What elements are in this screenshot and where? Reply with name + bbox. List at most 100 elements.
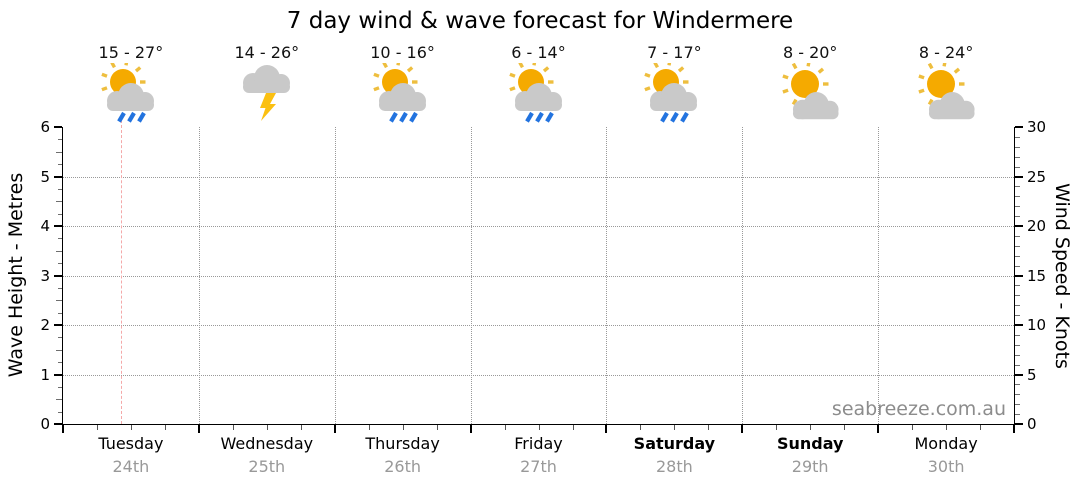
right-axis-minor-tick xyxy=(1015,315,1020,317)
raindrops xyxy=(117,111,146,123)
left-axis-minor-tick xyxy=(56,300,62,302)
current-time-marker xyxy=(121,120,123,424)
right-axis-minor-tick xyxy=(1015,295,1020,297)
sun-cloud-icon xyxy=(913,60,979,125)
sun-cloud-rain-icon-svg xyxy=(101,59,154,123)
bottom-axis-tick xyxy=(62,425,64,433)
bottom-axis-minor-tick xyxy=(946,425,948,430)
gridline-day-boundary xyxy=(470,127,472,424)
bottom-axis-minor-tick xyxy=(504,425,506,430)
bottom-axis-minor-tick xyxy=(572,425,574,430)
right-axis-minor-tick xyxy=(1015,344,1020,346)
temperature-range: 15 - 27° xyxy=(98,43,164,62)
temperature-range: 8 - 24° xyxy=(918,43,974,62)
right-axis-tick xyxy=(1015,324,1023,326)
right-axis-minor-tick xyxy=(1015,136,1020,138)
left-axis-minor-tick xyxy=(58,238,62,240)
right-axis-minor-tick xyxy=(1015,235,1020,237)
bottom-axis-minor-tick xyxy=(300,425,302,430)
bottom-axis-minor-tick xyxy=(810,425,812,430)
right-axis-tick-label: 15 xyxy=(1027,266,1047,285)
left-axis-minor-tick xyxy=(58,164,62,166)
left-axis-minor-tick xyxy=(58,139,62,141)
day-date: 28th xyxy=(656,457,693,476)
lightning-bolt xyxy=(259,93,276,121)
sun-cloud-rain-icon xyxy=(506,59,572,125)
left-axis-minor-tick xyxy=(58,213,62,215)
bottom-axis-tick xyxy=(741,425,744,433)
temperature-range: 10 - 16° xyxy=(370,43,435,62)
bottom-axis-minor-tick xyxy=(708,425,710,430)
bottom-axis-minor-tick xyxy=(164,425,166,430)
right-axis-minor-tick xyxy=(1015,156,1020,158)
right-axis-tick xyxy=(1015,373,1023,376)
bottom-axis-minor-tick xyxy=(912,425,914,430)
right-axis-tick-label: 30 xyxy=(1027,118,1047,136)
day-date: 29th xyxy=(791,457,829,476)
left-axis-minor-tick xyxy=(58,263,62,265)
gridline-day-boundary xyxy=(198,127,200,424)
day-name: Friday xyxy=(514,434,563,453)
right-axis-minor-tick xyxy=(1015,255,1020,257)
bottom-axis-minor-tick xyxy=(436,425,438,430)
sun-cloud-rain-icon-svg xyxy=(372,59,426,123)
right-axis-tick xyxy=(1015,175,1023,178)
right-axis-minor-tick xyxy=(1015,305,1020,307)
right-axis-minor-tick xyxy=(1015,216,1020,218)
left-axis-minor-tick xyxy=(56,349,62,351)
temperature-range: 8 - 20° xyxy=(782,43,838,62)
sun-cloud-icon-svg xyxy=(918,60,975,120)
left-axis-tick xyxy=(54,373,62,376)
right-axis-tick xyxy=(1015,274,1023,277)
left-axis-minor-tick xyxy=(58,337,62,339)
day-name: Sunday xyxy=(776,434,844,453)
bottom-axis-tick xyxy=(1013,425,1015,433)
left-axis-minor-tick xyxy=(58,386,62,388)
day-name: Monday xyxy=(914,434,978,453)
right-axis-minor-tick xyxy=(1015,394,1020,396)
day-date: 30th xyxy=(927,457,965,476)
cloud xyxy=(650,83,698,111)
right-axis-minor-tick xyxy=(1015,245,1020,247)
raindrops xyxy=(660,111,690,123)
bottom-axis-minor-tick xyxy=(232,425,234,430)
cloud xyxy=(514,83,562,111)
right-axis-minor-tick xyxy=(1015,414,1020,416)
right-axis-minor-tick xyxy=(1015,265,1020,267)
right-axis-minor-tick xyxy=(1015,384,1020,386)
storm-icon xyxy=(234,63,300,125)
temperature-range: 6 - 14° xyxy=(511,43,566,62)
cloud xyxy=(242,65,290,93)
left-axis-minor-tick xyxy=(58,188,62,190)
raindrops xyxy=(388,111,418,123)
left-axis-tick xyxy=(54,126,62,128)
sun-cloud-icon xyxy=(777,60,843,125)
right-axis-tick-label: 20 xyxy=(1027,217,1047,235)
sun-cloud-rain-icon-svg xyxy=(508,59,562,123)
right-axis-tick-label: 10 xyxy=(1027,316,1047,334)
bottom-axis-minor-tick xyxy=(368,425,370,430)
left-axis-line xyxy=(62,127,63,425)
right-axis-minor-tick xyxy=(1015,285,1020,287)
sun-cloud-rain-icon-svg xyxy=(644,59,698,123)
sun xyxy=(791,70,820,98)
bottom-axis-minor-tick xyxy=(844,425,846,430)
left-axis-tick xyxy=(54,175,62,178)
chart-title: 7 day wind & wave forecast for Windermer… xyxy=(286,8,794,34)
left-axis-tick xyxy=(54,274,62,277)
gridline-horizontal xyxy=(63,275,1014,277)
bottom-axis-minor-tick xyxy=(980,425,981,430)
left-axis-tick-label: 0 xyxy=(40,415,50,433)
bottom-axis-tick xyxy=(197,425,200,433)
bottom-axis-minor-tick xyxy=(97,425,98,430)
bottom-axis-minor-tick xyxy=(402,425,404,430)
left-axis-tick xyxy=(54,423,62,425)
sun-cloud-rain-icon xyxy=(641,59,707,125)
right-axis-minor-tick xyxy=(1015,196,1020,198)
gridline-day-boundary xyxy=(334,127,336,424)
cloud xyxy=(106,83,154,111)
right-axis-minor-tick xyxy=(1015,186,1020,188)
right-axis-minor-tick xyxy=(1015,166,1020,168)
cloud xyxy=(929,92,975,120)
